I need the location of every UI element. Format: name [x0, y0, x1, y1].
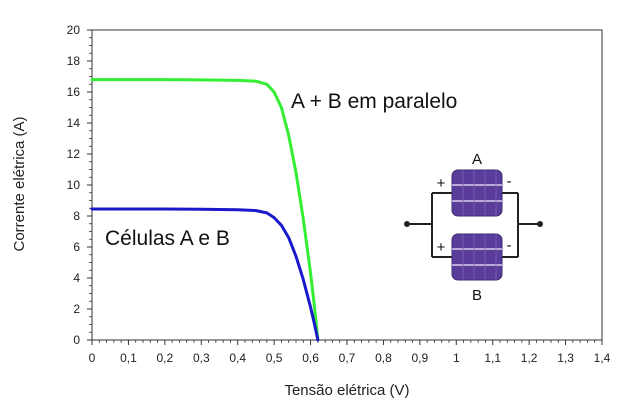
x-tick-label: 0,8 [375, 351, 392, 365]
series-layer [90, 78, 320, 342]
y-tick-label: 14 [67, 116, 81, 130]
x-tick-label: 0,3 [193, 351, 210, 365]
x-axis-title: Tensão elétrica (V) [284, 382, 409, 399]
y-tick-label: 2 [73, 302, 80, 316]
terminal-left [404, 221, 410, 227]
x-tick-label: 0,7 [339, 351, 356, 365]
y-tick-label: 16 [67, 85, 81, 99]
y-tick-label: 8 [73, 209, 80, 223]
y-tick-label: 10 [67, 178, 81, 192]
x-tick-label: 0,5 [266, 351, 283, 365]
x-tick-label: 1,3 [557, 351, 574, 365]
cell-a-plus: + [437, 175, 446, 192]
plot-area [91, 29, 603, 341]
x-tick-label: 0,9 [412, 351, 429, 365]
y-tick-label: 6 [73, 240, 80, 254]
cell-b-plus: + [437, 239, 446, 256]
solar-cell-b [451, 233, 503, 281]
series-line-parallel [90, 78, 320, 342]
y-tick-label: 0 [73, 333, 80, 347]
x-tick-label: 0,1 [120, 351, 137, 365]
cell-b-label: B [472, 287, 482, 304]
annotation-cells: Células A e B [105, 227, 230, 250]
parallel-circuit-diagram: A B + - + - [404, 151, 543, 304]
y-tick-label: 20 [67, 23, 81, 37]
series-line-cells [90, 207, 320, 342]
x-tick-label: 1 [453, 351, 460, 365]
cell-a-minus: - [507, 173, 512, 190]
solar-cell-a [451, 169, 503, 217]
x-tick-label: 0 [89, 351, 96, 365]
terminal-right [537, 221, 543, 227]
y-axis-title: Corrente elétrica (A) [11, 116, 28, 251]
cell-a-label: A [472, 151, 482, 168]
x-tick-label: 0,4 [229, 351, 246, 365]
y-axis: 0 2 4 6 8 10 12 14 16 18 20 [67, 23, 92, 347]
annotation-parallel: A + B em paralelo [291, 90, 457, 113]
circuit-wires [407, 192, 540, 258]
x-tick-label: 0,2 [157, 351, 174, 365]
x-tick-label: 1,4 [594, 351, 611, 365]
y-tick-label: 12 [67, 147, 81, 161]
x-tick-label: 1,1 [484, 351, 501, 365]
x-axis: 0 0,1 0,2 0,3 0,4 0,5 0,6 0,7 0,8 0,9 1 1,1 1,2 1,3 1,… [89, 340, 611, 365]
cell-b-minus: - [507, 237, 512, 254]
y-tick-label: 4 [73, 271, 80, 285]
x-tick-label: 1,2 [521, 351, 538, 365]
y-tick-label: 18 [67, 54, 81, 68]
x-tick-label: 0,6 [302, 351, 319, 365]
